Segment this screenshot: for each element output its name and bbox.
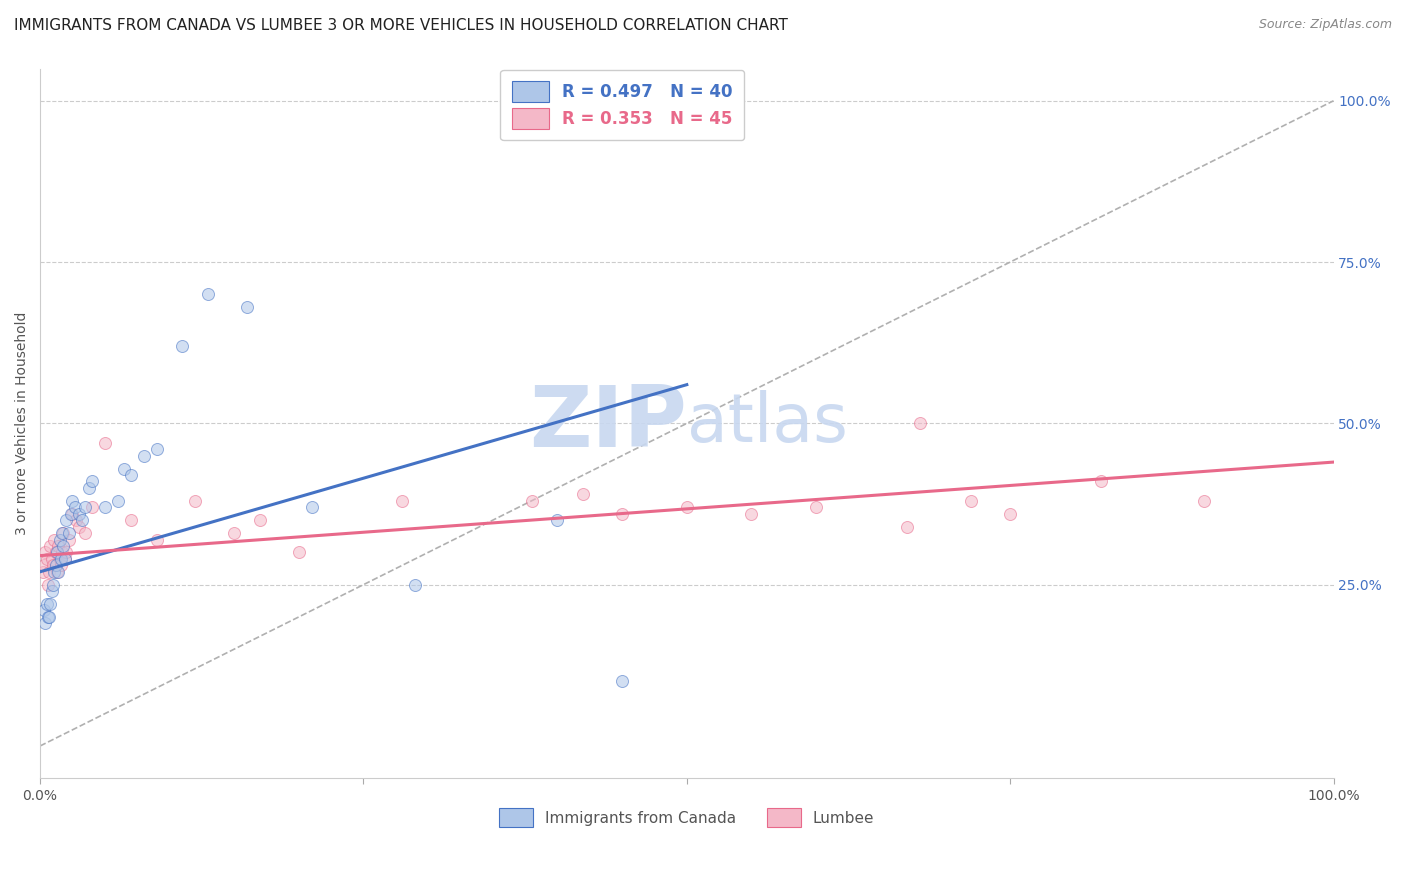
Point	[39, 539, 62, 553]
Point	[44, 533, 66, 547]
Point	[896, 519, 918, 533]
Point	[184, 493, 207, 508]
Point	[46, 539, 69, 553]
Point	[75, 526, 97, 541]
Point	[62, 507, 84, 521]
Point	[63, 500, 86, 515]
Point	[546, 513, 568, 527]
Point	[42, 577, 65, 591]
Point	[75, 500, 97, 515]
Point	[520, 493, 543, 508]
Point	[51, 545, 73, 559]
Point	[37, 577, 59, 591]
Point	[236, 300, 259, 314]
Point	[52, 526, 75, 541]
Point	[52, 539, 75, 553]
Point	[1090, 475, 1112, 489]
Point	[42, 558, 65, 573]
Point	[120, 513, 142, 527]
Point	[53, 552, 76, 566]
Y-axis label: 3 or more Vehicles in Household: 3 or more Vehicles in Household	[15, 311, 30, 535]
Point	[45, 545, 67, 559]
Point	[132, 449, 155, 463]
Point	[804, 500, 827, 515]
Point	[48, 533, 70, 547]
Point	[675, 500, 697, 515]
Point	[908, 417, 931, 431]
Point	[77, 481, 100, 495]
Text: atlas: atlas	[686, 391, 848, 457]
Point	[249, 513, 271, 527]
Point	[610, 674, 633, 689]
Point	[48, 552, 70, 566]
Point	[572, 487, 595, 501]
Point	[145, 442, 167, 457]
Point	[301, 500, 323, 515]
Point	[46, 565, 69, 579]
Point	[44, 565, 66, 579]
Point	[58, 533, 80, 547]
Point	[94, 435, 117, 450]
Point	[960, 493, 983, 508]
Point	[740, 507, 762, 521]
Text: IMMIGRANTS FROM CANADA VS LUMBEE 3 OR MORE VEHICLES IN HOUSEHOLD CORRELATION CHA: IMMIGRANTS FROM CANADA VS LUMBEE 3 OR MO…	[14, 18, 787, 33]
Point	[94, 500, 117, 515]
Point	[145, 533, 167, 547]
Point	[404, 577, 426, 591]
Point	[391, 493, 413, 508]
Point	[41, 552, 63, 566]
Point	[45, 545, 67, 559]
Point	[65, 513, 87, 527]
Point	[288, 545, 311, 559]
Point	[31, 565, 53, 579]
Point	[49, 558, 72, 573]
Point	[32, 603, 55, 617]
Point	[67, 507, 90, 521]
Point	[1192, 493, 1215, 508]
Point	[172, 339, 194, 353]
Point	[51, 526, 73, 541]
Point	[34, 616, 56, 631]
Point	[39, 597, 62, 611]
Point	[38, 565, 60, 579]
Point	[70, 513, 93, 527]
Point	[35, 597, 58, 611]
Point	[197, 287, 219, 301]
Point	[112, 461, 135, 475]
Point	[32, 558, 55, 573]
Point	[67, 519, 90, 533]
Point	[53, 552, 76, 566]
Point	[55, 545, 77, 559]
Legend: Immigrants from Canada, Lumbee: Immigrants from Canada, Lumbee	[492, 800, 882, 834]
Point	[55, 513, 77, 527]
Text: ZIP: ZIP	[529, 382, 686, 465]
Point	[120, 467, 142, 482]
Point	[58, 526, 80, 541]
Point	[998, 507, 1021, 521]
Point	[107, 493, 129, 508]
Point	[60, 507, 83, 521]
Text: Source: ZipAtlas.com: Source: ZipAtlas.com	[1258, 18, 1392, 31]
Point	[35, 552, 58, 566]
Point	[38, 610, 60, 624]
Point	[80, 500, 103, 515]
Point	[37, 610, 59, 624]
Point	[224, 526, 246, 541]
Point	[62, 493, 84, 508]
Point	[80, 475, 103, 489]
Point	[610, 507, 633, 521]
Point	[41, 584, 63, 599]
Point	[34, 545, 56, 559]
Point	[45, 558, 67, 573]
Point	[49, 552, 72, 566]
Point	[45, 565, 67, 579]
